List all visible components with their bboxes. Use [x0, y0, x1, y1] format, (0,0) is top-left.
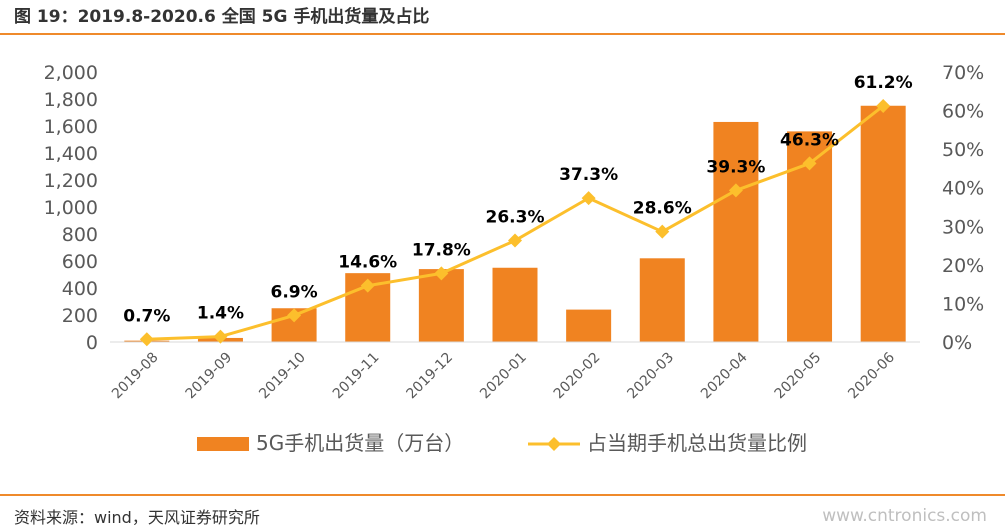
figure-title: 图 19：2019.8-2020.6 全国 5G 手机出货量及占比 [14, 7, 430, 27]
y-left-tick-label: 2,000 [44, 62, 98, 84]
y-right-tick-label: 20% [942, 255, 984, 277]
y-left-tick-label: 1,600 [44, 116, 98, 138]
x-tick-label: 2019-10 [256, 350, 309, 403]
y-axis-right: 0% 10% 20% 30% 40% 50% 60% 70% [942, 62, 984, 354]
y-left-tick-label: 800 [62, 224, 98, 246]
ratio-point-2019-09 [213, 329, 228, 344]
ratio-label: 1.4% [197, 304, 244, 324]
x-tick-label: 2019-11 [330, 350, 383, 403]
ratio-point-2019-10 [287, 308, 302, 323]
y-axis-left: 0 200 400 600 800 1,000 1,200 1,400 1,600 1,800 2,… [44, 62, 98, 354]
y-right-tick-label: 30% [942, 216, 984, 238]
ratio-point-2020-02 [581, 191, 596, 206]
ratio-label: 61.2% [854, 73, 913, 93]
top-divider [0, 33, 1005, 35]
x-tick-label: 2019-09 [183, 350, 236, 403]
x-tick-label: 2019-12 [404, 350, 457, 403]
x-tick-label: 2020-04 [698, 349, 751, 402]
bottom-divider [0, 494, 1005, 496]
source-note: 资料来源：wind，天风证券研究所 [14, 508, 260, 527]
ratio-point-2020-04 [728, 183, 743, 198]
x-tick-label: 2020-03 [624, 350, 677, 403]
y-right-tick-label: 0% [942, 332, 972, 354]
bar-2019-12 [418, 269, 464, 342]
ratio-label: 28.6% [633, 199, 692, 219]
x-axis-ticks: 2019-08 2019-09 2019-10 2019-11 2019-12 2020-… [109, 349, 898, 402]
legend-label-line: 占当期手机总出货量比例 [587, 431, 807, 455]
ratio-point-2020-06 [876, 98, 891, 113]
ratio-point-2020-03 [655, 224, 670, 239]
y-right-tick-label: 40% [942, 178, 984, 200]
x-tick-label: 2020-01 [477, 350, 530, 403]
ratio-point-2019-08 [139, 332, 154, 347]
y-left-tick-label: 1,800 [44, 89, 98, 111]
ratio-label: 6.9% [271, 282, 318, 302]
watermark: www.cntronics.com [822, 506, 987, 526]
legend: 5G手机出货量（万台） 占当期手机总出货量比例 [197, 431, 807, 455]
ratio-label: 0.7% [123, 306, 170, 326]
legend-swatch-bar [197, 437, 249, 451]
bar-2020-04 [713, 121, 759, 342]
ratio-point-2019-11 [360, 278, 375, 293]
x-tick-label: 2020-02 [551, 350, 604, 403]
ratio-point-2020-05 [802, 156, 817, 171]
y-left-tick-label: 1,000 [44, 197, 98, 219]
y-right-tick-label: 50% [942, 139, 984, 161]
y-left-tick-label: 200 [62, 305, 98, 327]
chart: 0 200 400 600 800 1,000 1,200 1,400 1,600 1,800 2,… [44, 62, 985, 455]
bar-2020-01 [492, 267, 538, 342]
x-tick-label: 2019-08 [109, 350, 162, 403]
x-tick-label: 2020-05 [772, 350, 825, 403]
ratio-label: 37.3% [559, 165, 618, 185]
legend-swatch-marker [547, 437, 561, 451]
ratio-label: 17.8% [412, 240, 471, 260]
ratio-point-2019-12 [434, 266, 449, 281]
ratio-point-2020-01 [508, 233, 522, 248]
bar-2020-02 [566, 309, 612, 342]
ratio-label: 39.3% [706, 157, 765, 177]
y-right-tick-label: 10% [942, 293, 984, 315]
legend-label-bar: 5G手机出货量（万台） [256, 431, 464, 455]
y-left-tick-label: 1,400 [44, 143, 98, 165]
x-tick-label: 2020-06 [845, 349, 898, 402]
y-left-tick-label: 1,200 [44, 170, 98, 192]
y-left-tick-label: 600 [62, 251, 98, 273]
ratio-label: 46.3% [780, 130, 839, 150]
ratio-data-labels: 0.7% 1.4% 6.9% 14.6% 17.8% 26.3% 37.3% 28.6% 39.… [123, 73, 912, 326]
y-right-tick-label: 60% [942, 101, 984, 123]
y-left-tick-label: 400 [62, 278, 98, 300]
y-left-tick-label: 0 [86, 332, 98, 354]
ratio-label: 14.6% [338, 253, 397, 273]
bar-2020-03 [639, 258, 685, 342]
y-right-tick-label: 70% [942, 62, 984, 84]
ratio-points [139, 98, 891, 347]
ratio-label: 26.3% [486, 208, 545, 228]
bar-2020-06 [860, 105, 906, 342]
